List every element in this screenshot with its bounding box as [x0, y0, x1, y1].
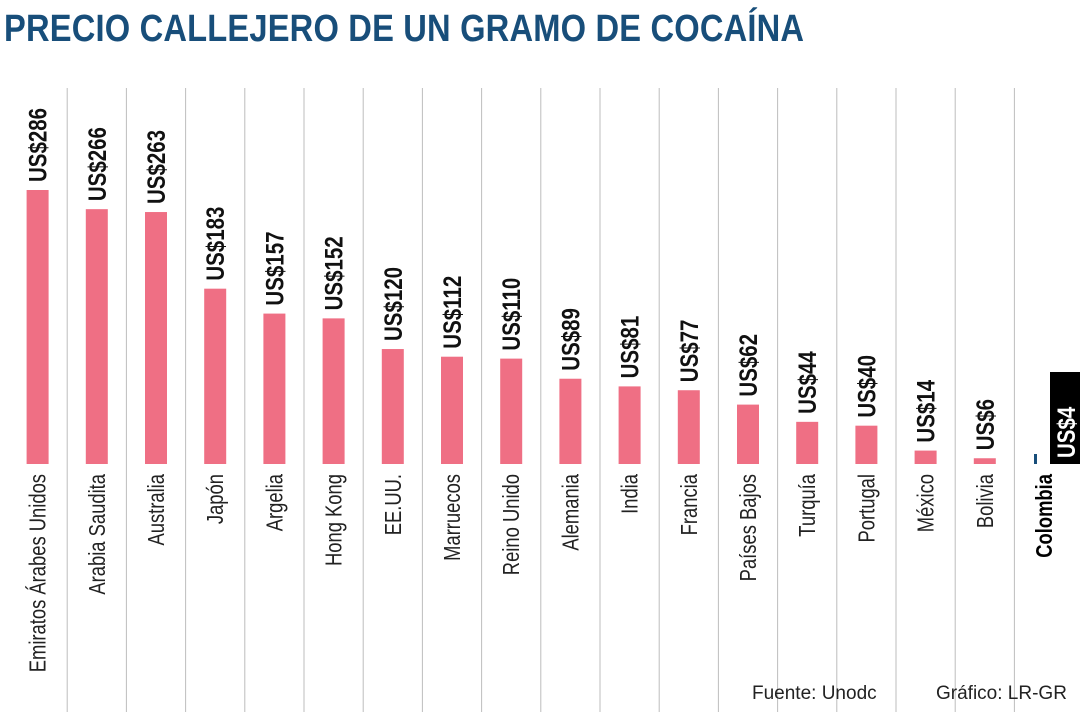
bar-colombia — [1034, 454, 1037, 464]
source-note: Fuente: Unodc — [752, 683, 877, 704]
category-label: Argelia — [263, 474, 288, 532]
category-label: Marruecos — [440, 474, 465, 561]
value-label: US$263 — [142, 130, 170, 204]
bar — [441, 356, 463, 464]
bar — [855, 425, 878, 464]
bar — [914, 450, 937, 464]
bar — [263, 313, 286, 464]
value-label: US$183 — [201, 207, 229, 281]
bar — [85, 209, 108, 464]
value-label: US$44 — [793, 351, 821, 414]
value-label: US$157 — [260, 232, 288, 306]
bar — [204, 288, 227, 464]
value-label: US$81 — [616, 315, 644, 378]
bar — [559, 378, 582, 464]
value-label: US$14 — [912, 380, 940, 443]
value-label: US$89 — [556, 308, 584, 371]
bar — [500, 358, 523, 464]
category-label: Turquía — [795, 474, 820, 537]
category-label: India — [618, 474, 643, 514]
value-label: US$112 — [438, 276, 466, 349]
bar — [381, 349, 404, 464]
category-label: Emiratos Árabes Unidos — [26, 474, 51, 672]
bar — [796, 421, 819, 464]
bar — [322, 318, 345, 464]
category-label: Bolivia — [973, 474, 998, 529]
value-label: US$40 — [852, 355, 880, 418]
value-label: US$4 — [1052, 406, 1080, 458]
category-label: Hong Kong — [322, 474, 347, 566]
bar — [26, 190, 49, 464]
bar — [737, 404, 759, 464]
category-label: Países Bajos — [736, 474, 761, 581]
value-label: US$152 — [320, 236, 348, 310]
bar — [677, 390, 700, 464]
category-label: EE.UU. — [381, 474, 406, 535]
category-label: Colombia — [1032, 474, 1057, 558]
value-label: US$266 — [83, 127, 111, 201]
bar — [145, 212, 167, 464]
category-label: Arabia Saudita — [85, 474, 110, 595]
value-label: US$62 — [734, 334, 762, 397]
bar — [618, 386, 641, 464]
category-label: Alemania — [559, 474, 584, 551]
value-highlight-box — [1050, 372, 1080, 464]
category-label: Reino Unido — [499, 474, 524, 575]
value-label: US$77 — [675, 320, 703, 383]
value-label: US$120 — [379, 267, 407, 341]
bar — [973, 458, 996, 464]
value-label: US$6 — [971, 399, 999, 450]
chart-title: PRECIO CALLEJERO DE UN GRAMO DE COCAÍNA — [4, 8, 805, 50]
category-label: Francia — [677, 474, 702, 536]
category-label: Australia — [144, 474, 169, 546]
category-label: Portugal — [855, 474, 880, 542]
category-label: Japón — [203, 474, 228, 524]
category-label: México — [914, 474, 939, 532]
credit-note: Gráfico: LR-GR — [936, 683, 1067, 704]
value-label: US$286 — [24, 108, 52, 182]
value-label: US$110 — [497, 278, 525, 351]
